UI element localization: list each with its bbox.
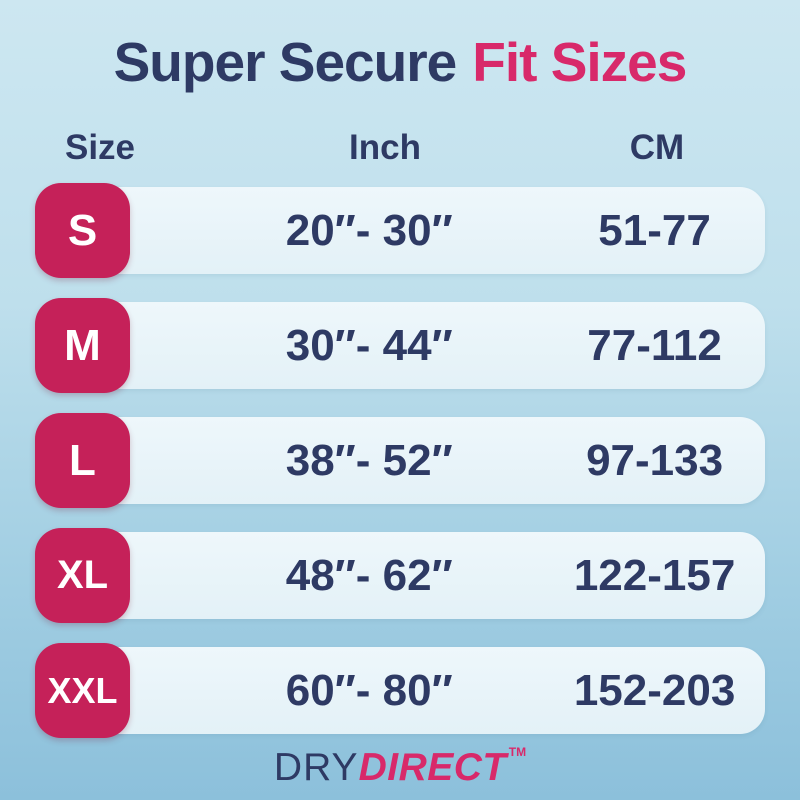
page-title: Super Secure Fit Sizes	[0, 30, 800, 94]
cm-value: 122-157	[573, 550, 736, 600]
table-row: 30″- 44″ 77-112 M	[0, 298, 800, 393]
row-bar: 38″- 52″ 97-133	[48, 417, 765, 504]
title-part-accent: Fit Sizes	[472, 31, 687, 93]
column-header-cm: CM	[629, 128, 685, 167]
table-row: 20″- 30″ 51-77 S	[0, 183, 800, 278]
row-bar: 30″- 44″ 77-112	[48, 302, 765, 389]
column-header-size: Size	[64, 128, 136, 167]
inch-value: 20″- 30″	[285, 205, 453, 255]
cm-value: 51-77	[598, 205, 711, 255]
table-header-row: Size Inch CM	[0, 128, 800, 172]
table-row: 38″- 52″ 97-133 L	[0, 413, 800, 508]
size-table-body: 20″- 30″ 51-77 S 30″- 44″ 77-112 M 38″- …	[0, 183, 800, 758]
trademark-symbol: TM	[508, 745, 527, 759]
inch-value: 38″- 52″	[285, 435, 453, 485]
table-row: 60″- 80″ 152-203 XXL	[0, 643, 800, 738]
size-badge: L	[35, 413, 130, 508]
cm-value: 77-112	[587, 320, 722, 370]
row-bar: 48″- 62″ 122-157	[48, 532, 765, 619]
inch-value: 60″- 80″	[285, 665, 453, 715]
cm-value: 97-133	[586, 435, 724, 485]
brand-logo: DRY DIRECT TM	[0, 745, 800, 789]
inch-value: 48″- 62″	[285, 550, 453, 600]
size-badge: S	[35, 183, 130, 278]
row-bar: 20″- 30″ 51-77	[48, 187, 765, 274]
brand-logo-dry: DRY	[273, 746, 359, 789]
row-bar: 60″- 80″ 152-203	[48, 647, 765, 734]
size-badge: XL	[35, 528, 130, 623]
inch-value: 30″- 44″	[285, 320, 453, 370]
size-badge: XXL	[35, 643, 130, 738]
size-badge: M	[35, 298, 130, 393]
cm-value: 152-203	[573, 665, 736, 715]
title-part-primary: Super Secure	[113, 31, 458, 93]
brand-logo-direct: DIRECT	[358, 746, 507, 789]
column-header-inch: Inch	[349, 128, 421, 167]
table-row: 48″- 62″ 122-157 XL	[0, 528, 800, 623]
